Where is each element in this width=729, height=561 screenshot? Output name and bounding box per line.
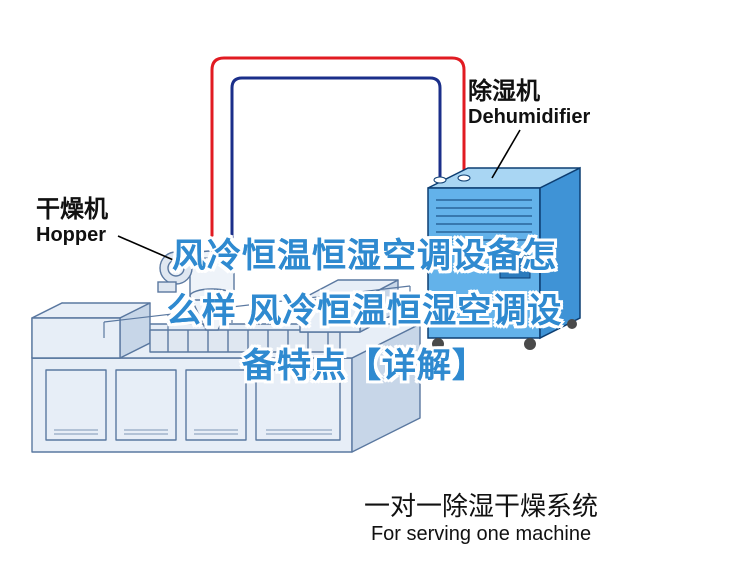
label-hopper-cn: 干燥机 [36, 196, 108, 224]
label-dehumidifier-en: Dehumidifier [468, 106, 590, 129]
caption-cn: 一对一除湿干燥系统 [364, 486, 598, 523]
label-dehumidifier: 除湿机 Dehumidifier [468, 78, 590, 129]
caption: 一对一除湿干燥系统 For serving one machine [364, 486, 598, 546]
label-hopper: 干燥机 Hopper [36, 196, 108, 247]
caption-en: For serving one machine [364, 523, 598, 546]
diagram-stage: 除湿机 Dehumidifier 干燥机 Hopper 风冷恒温恒湿空调设备怎 … [0, 0, 729, 561]
headline-overlay: 风冷恒温恒湿空调设备怎 风冷恒温恒湿空调设备怎 么样 风冷恒温恒湿空调设 么样 … [167, 228, 562, 387]
label-dehumidifier-cn: 除湿机 [468, 78, 590, 106]
label-hopper-en: Hopper [36, 224, 108, 247]
